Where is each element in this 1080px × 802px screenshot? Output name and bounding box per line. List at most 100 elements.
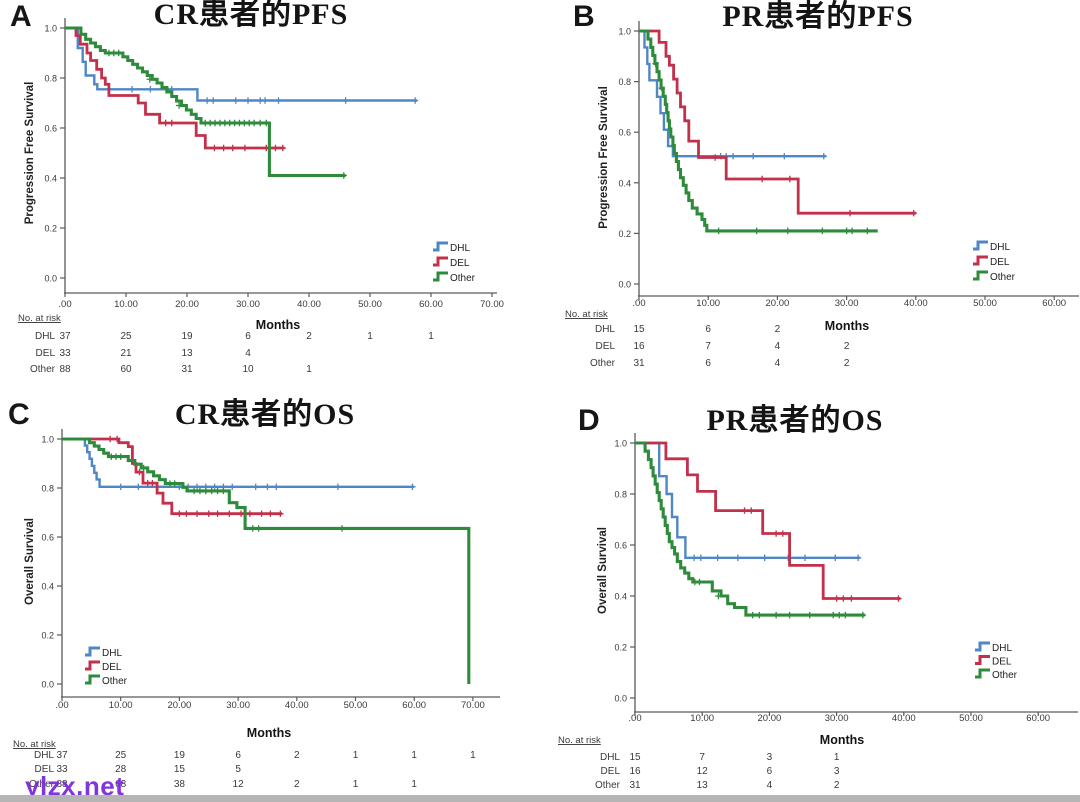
at-risk-value: 6 (235, 750, 241, 761)
km-curve-dhl (65, 26, 417, 102)
x-axis-ticks: .00 10.00 20.00 30.00 40.00 50.00 60.00 70.00 (58, 293, 504, 310)
at-risk-value: 38 (174, 779, 186, 790)
y-tick-label: 0.2 (41, 631, 54, 641)
y-tick-label: 0.4 (614, 592, 627, 602)
y-tick-label: 0.2 (44, 224, 57, 234)
at-risk-value: 1 (411, 750, 417, 761)
legend-label-del: DEL (450, 258, 470, 269)
censor-marks-del (106, 435, 284, 517)
at-risk-value: 2 (306, 331, 312, 342)
at-risk-header: No. at risk (18, 313, 61, 324)
at-risk-value: 7 (699, 752, 705, 763)
x-tick-label: 70.00 (461, 700, 485, 711)
legend-label-other: Other (102, 676, 128, 687)
x-tick-label: 20.00 (766, 298, 790, 309)
km-curve-other (635, 441, 865, 617)
at-risk-row-label: DEL (36, 348, 56, 359)
legend: DHL DEL Other (85, 646, 128, 687)
legend-label-dhl: DHL (450, 243, 470, 254)
at-risk-value: 88 (56, 779, 68, 790)
x-tick-label: 40.00 (297, 299, 321, 310)
legend-label-del: DEL (102, 662, 122, 673)
at-risk-value: 2 (844, 341, 850, 352)
y-axis-ticks: 1.0 0.8 0.6 0.4 0.2 0.0 (618, 27, 639, 290)
at-risk-value: 1 (428, 331, 434, 342)
x-tick-label: 50.00 (358, 299, 382, 310)
x-tick-label: 60.00 (1042, 298, 1066, 309)
legend-swatch-other (973, 270, 988, 281)
x-tick-label: 10.00 (690, 713, 714, 724)
y-tick-label: 0.6 (618, 128, 631, 138)
at-risk-row-label: DEL (35, 764, 55, 775)
at-risk-header: No. at risk (565, 309, 608, 320)
x-tick-label: 60.00 (1026, 713, 1050, 724)
km-plot-panel-b: 1.0 0.8 0.6 0.4 0.2 0.0.00 10.00 20.00 30.00 40.0… (565, 21, 1079, 369)
km-curve-dhl (639, 29, 826, 158)
panel-title-b: PR患者的PFS (722, 0, 914, 33)
x-axis-ticks: .00 10.00 20.00 30.00 40.00 50.00 60.00 (628, 712, 1050, 724)
at-risk-value: 31 (633, 358, 645, 369)
panel-title-c: CR患者的OS (174, 398, 356, 431)
censor-marks-other (652, 60, 871, 235)
legend-swatch-del (85, 660, 100, 671)
km-curve-dhl (62, 437, 415, 488)
at-risk-value: 33 (56, 764, 68, 775)
y-tick-label: 0.4 (41, 582, 54, 592)
censor-marks-dhl (128, 86, 419, 104)
at-risk-value: 2 (844, 358, 850, 369)
y-tick-label: 0.8 (614, 490, 627, 500)
at-risk-value: 6 (705, 358, 711, 369)
km-plot-panel-a: 1.0 0.8 0.6 0.4 0.2 0.0 .00 10.00 20.00 30.00 40.0… (18, 18, 504, 375)
y-axis-ticks: 1.0 0.8 0.6 0.4 0.2 0.0 (614, 439, 635, 704)
at-risk-value: 16 (629, 766, 641, 777)
at-risk-row-label: DHL (595, 324, 615, 335)
km-curve-other (62, 437, 471, 684)
at-risk-value: 16 (633, 341, 645, 352)
at-risk-value: 37 (56, 750, 68, 761)
at-risk-row-label: Other (29, 779, 55, 790)
at-risk-row-label: DHL (34, 750, 54, 761)
y-tick-label: 0.4 (618, 178, 631, 188)
at-risk-value: 25 (120, 331, 132, 342)
x-tick-label: 30.00 (825, 713, 849, 724)
x-tick-label: .00 (632, 298, 645, 309)
at-risk-value: 1 (367, 331, 373, 342)
y-axis-title: Overall Survival (597, 527, 609, 614)
at-risk-value: 7 (705, 341, 711, 352)
y-tick-label: 0.0 (41, 680, 54, 690)
y-tick-label: 1.0 (618, 27, 631, 37)
x-tick-label: 40.00 (904, 298, 928, 309)
at-risk-value: 21 (120, 348, 132, 359)
x-tick-label: 50.00 (959, 713, 983, 724)
at-risk-header: No. at risk (13, 739, 56, 750)
at-risk-value: 3 (767, 752, 773, 763)
at-risk-value: 6 (245, 331, 251, 342)
km-plot-panel-c: 1.0 0.8 0.6 0.4 0.2 0.0.00 10.00 20.00 30.00 40.0… (13, 429, 500, 790)
at-risk-row-label: DEL (596, 341, 616, 352)
at-risk-row-label: Other (590, 358, 616, 369)
y-tick-label: 0.2 (618, 229, 631, 239)
x-axis-ticks: .00 10.00 20.00 30.00 40.00 50.00 60.00 70.00 (55, 697, 485, 711)
at-risk-value: 3 (834, 766, 840, 777)
at-risk-value: 1 (353, 779, 359, 790)
at-risk-value: 1 (306, 364, 312, 375)
at-risk-value: 28 (115, 764, 127, 775)
at-risk-value: 68 (115, 779, 127, 790)
bottom-edge-bar (0, 795, 1080, 802)
at-risk-value: 4 (775, 358, 781, 369)
y-tick-label: 0.4 (44, 174, 57, 184)
y-axis-title: Overall Survival (24, 518, 36, 605)
at-risk-value: 4 (775, 341, 781, 352)
x-axis-title: Months (256, 318, 300, 332)
km-curve-other (639, 29, 878, 233)
km-curve-other (65, 26, 346, 178)
at-risk-value: 37 (59, 331, 71, 342)
at-risk-value: 2 (834, 780, 840, 791)
at-risk-value: 19 (174, 750, 186, 761)
y-tick-label: 0.8 (618, 77, 631, 87)
y-tick-label: 0.8 (41, 484, 54, 494)
panel-title-d: PR患者的OS (706, 404, 884, 437)
at-risk-value: 4 (245, 348, 251, 359)
